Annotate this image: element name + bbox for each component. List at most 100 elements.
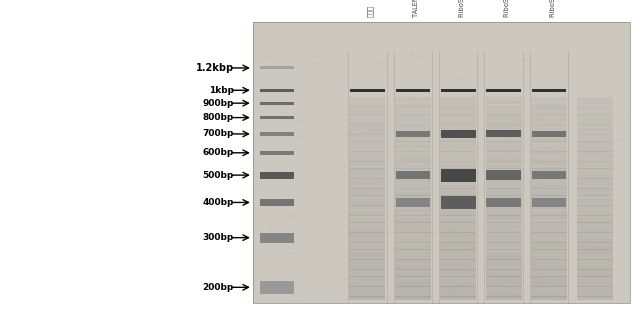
Bar bbox=[486, 97, 522, 101]
Bar bbox=[349, 158, 385, 162]
Bar bbox=[415, 145, 423, 147]
Bar bbox=[531, 226, 567, 229]
Bar bbox=[531, 111, 567, 115]
Bar bbox=[531, 151, 567, 155]
Bar bbox=[260, 281, 294, 294]
Bar bbox=[531, 172, 567, 175]
Bar bbox=[531, 134, 567, 138]
Bar bbox=[577, 114, 613, 118]
Bar bbox=[372, 250, 376, 252]
Bar bbox=[486, 276, 522, 280]
Bar bbox=[543, 147, 550, 149]
Bar bbox=[288, 93, 294, 94]
Bar bbox=[531, 252, 567, 256]
Bar bbox=[374, 264, 380, 266]
Bar bbox=[466, 255, 474, 256]
Bar bbox=[349, 195, 385, 199]
Bar bbox=[531, 205, 567, 209]
Text: 1kbp: 1kbp bbox=[209, 86, 234, 95]
Bar bbox=[531, 290, 567, 294]
Bar bbox=[435, 256, 440, 258]
Bar bbox=[505, 242, 508, 244]
Bar bbox=[440, 138, 476, 142]
Bar bbox=[395, 222, 431, 226]
Bar bbox=[395, 118, 431, 121]
Bar bbox=[349, 283, 385, 287]
Bar bbox=[349, 273, 385, 276]
Bar bbox=[395, 158, 431, 162]
Bar bbox=[486, 88, 521, 92]
Bar bbox=[532, 88, 566, 92]
Bar bbox=[577, 219, 613, 222]
Bar bbox=[486, 202, 522, 206]
Bar bbox=[486, 286, 522, 290]
Bar bbox=[486, 226, 522, 229]
Bar bbox=[531, 148, 567, 152]
Bar bbox=[577, 182, 613, 185]
Bar bbox=[349, 168, 385, 172]
Bar bbox=[461, 158, 468, 159]
Bar bbox=[290, 66, 301, 68]
Bar bbox=[259, 172, 264, 173]
Bar bbox=[287, 186, 294, 188]
Bar bbox=[447, 136, 449, 137]
Bar bbox=[440, 293, 476, 297]
Bar bbox=[348, 181, 359, 183]
Bar bbox=[588, 297, 591, 299]
Bar bbox=[440, 236, 476, 240]
Bar bbox=[558, 299, 565, 301]
Bar bbox=[486, 182, 522, 185]
Bar bbox=[531, 202, 567, 206]
Bar bbox=[577, 276, 613, 280]
Bar bbox=[583, 211, 590, 213]
Bar bbox=[452, 153, 458, 155]
Bar bbox=[349, 246, 385, 250]
Bar bbox=[440, 216, 476, 219]
Bar bbox=[577, 165, 613, 169]
Bar bbox=[440, 141, 476, 145]
Bar bbox=[372, 213, 376, 215]
Bar bbox=[349, 259, 385, 263]
Bar bbox=[346, 171, 353, 172]
Bar bbox=[486, 134, 522, 138]
Bar bbox=[486, 270, 522, 273]
Bar bbox=[486, 283, 522, 287]
Bar bbox=[349, 178, 385, 182]
Bar bbox=[577, 232, 613, 236]
Bar bbox=[395, 128, 431, 131]
Bar bbox=[531, 158, 567, 162]
Bar bbox=[258, 112, 264, 113]
Bar bbox=[428, 288, 435, 289]
Bar bbox=[349, 236, 385, 240]
Bar bbox=[534, 76, 540, 78]
Bar bbox=[486, 151, 522, 155]
Bar bbox=[607, 75, 612, 77]
Bar bbox=[440, 222, 476, 226]
Bar bbox=[441, 168, 476, 182]
Bar bbox=[349, 97, 385, 101]
Bar bbox=[349, 216, 385, 219]
Bar bbox=[395, 236, 431, 240]
Bar bbox=[429, 235, 435, 238]
Bar bbox=[399, 163, 401, 165]
Bar bbox=[577, 259, 613, 263]
Bar bbox=[440, 118, 476, 121]
Bar bbox=[532, 118, 541, 119]
Bar bbox=[456, 77, 467, 79]
Bar bbox=[486, 219, 522, 222]
Bar bbox=[343, 126, 348, 127]
Bar bbox=[486, 101, 522, 105]
Bar bbox=[395, 219, 431, 222]
Bar bbox=[531, 280, 567, 283]
Bar bbox=[260, 233, 294, 243]
Bar bbox=[488, 273, 493, 275]
Bar bbox=[533, 162, 538, 164]
Bar bbox=[421, 137, 429, 138]
Bar bbox=[440, 219, 476, 222]
Bar bbox=[295, 121, 306, 123]
Bar bbox=[486, 185, 522, 189]
Bar bbox=[508, 282, 516, 283]
Bar bbox=[577, 121, 613, 125]
Bar bbox=[440, 198, 476, 202]
Bar bbox=[572, 283, 578, 284]
